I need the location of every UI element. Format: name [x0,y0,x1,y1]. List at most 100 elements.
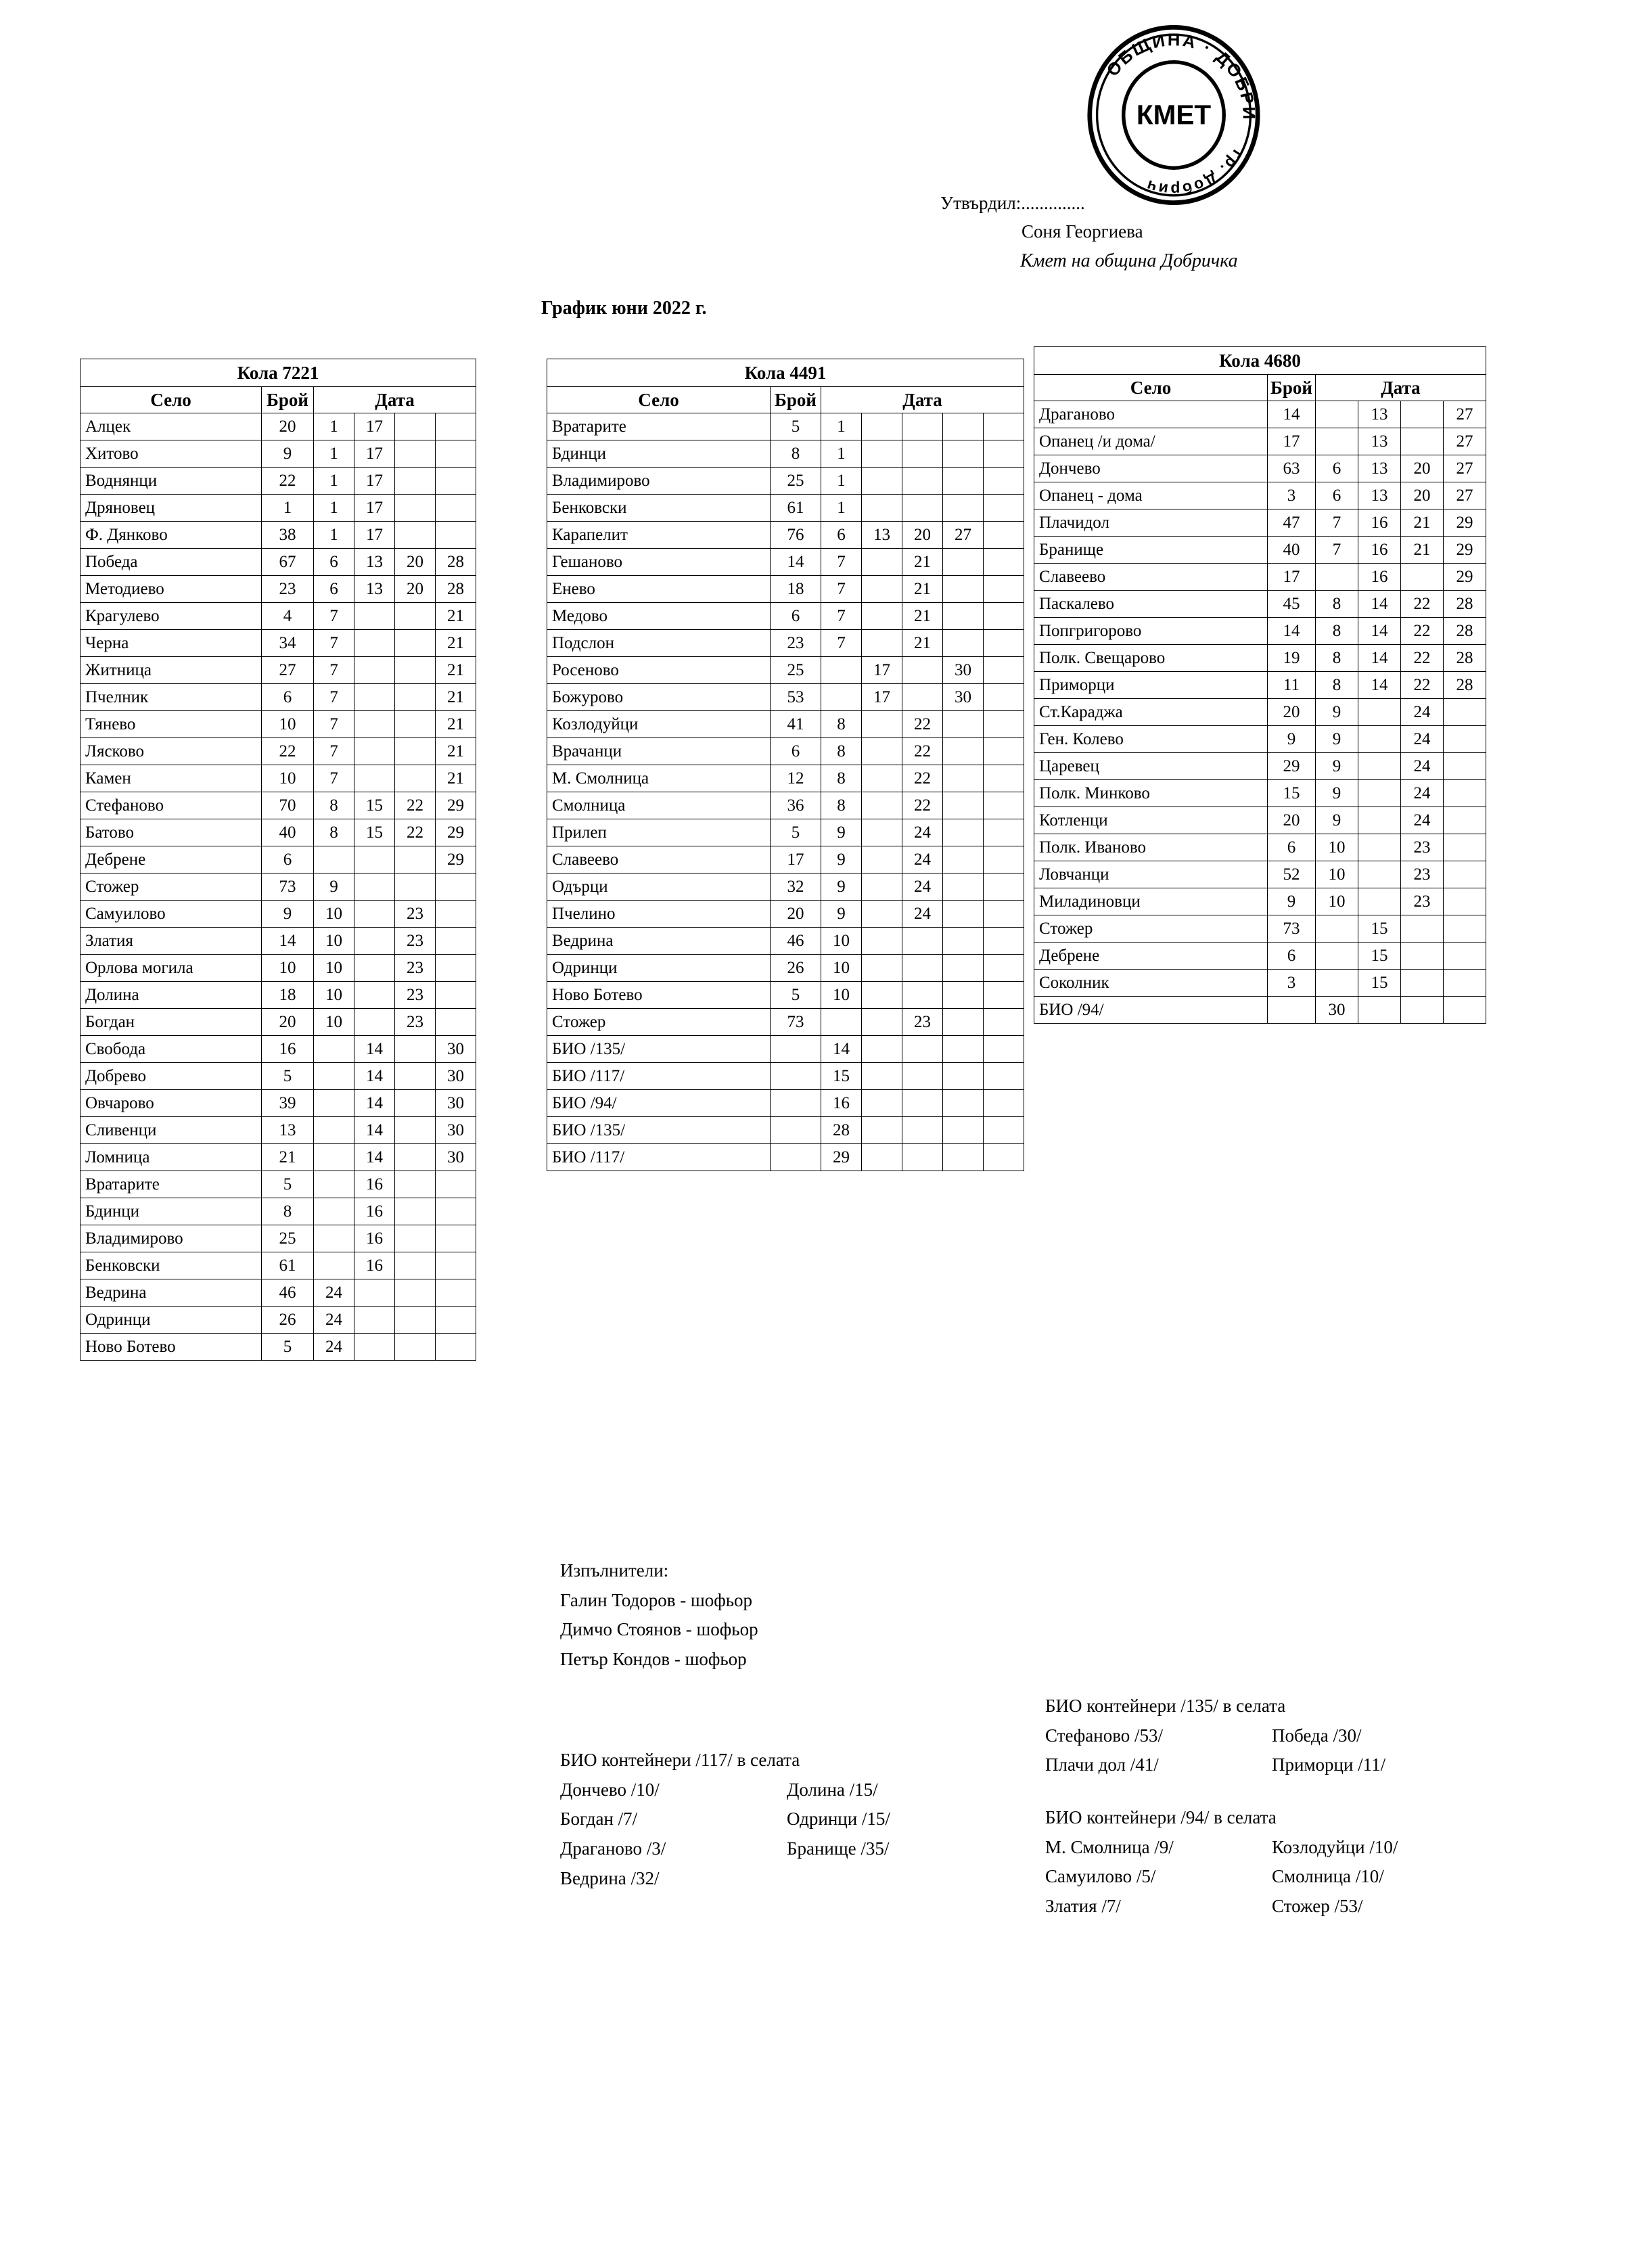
table-row: Котленци 20 9 24 [1034,807,1486,834]
village-count: 9 [261,440,314,468]
date-cell: 20 [902,521,943,549]
table-caption-row: Кола 4680 [1034,346,1486,375]
date-cell [861,413,902,440]
village-name: БИО /94/ [1034,996,1268,1024]
date-cell [942,819,984,846]
date-cell: 16 [354,1225,395,1252]
date-cell: 22 [902,710,943,738]
date-cell: 9 [821,819,862,846]
date-cell: 9 [1314,807,1358,834]
date-cell [861,1143,902,1171]
village-count: 17 [1267,428,1316,455]
village-name: Одърци [547,873,771,901]
date-cell [354,710,395,738]
table-header-row: Село Брой Дата [80,386,476,413]
village-name: Карапелит [547,521,771,549]
date-cell: 17 [354,521,395,549]
date-cell: 17 [354,413,395,440]
bio-117-right-item [787,1864,890,1894]
date-cell: 1 [821,467,862,495]
date-cell [354,927,395,955]
date-cell [902,494,943,522]
table-row: Ген. Колево 9 9 24 [1034,725,1486,753]
village-count: 38 [261,521,314,549]
village-name: Воднянци [80,467,262,495]
date-cell [354,1008,395,1036]
date-cell [313,1143,354,1171]
date-cell: 13 [1357,482,1401,509]
date-cell: 23 [394,954,436,982]
table-row: Методиево 23 6 13 20 28 [80,575,476,603]
date-cell: 27 [942,521,984,549]
date-cell: 10 [313,927,354,955]
village-name: Божурово [547,683,771,711]
date-cell: 21 [435,710,476,738]
date-cell: 7 [313,629,354,657]
date-cell [861,873,902,901]
date-cell: 8 [1314,590,1358,618]
date-cell: 6 [313,548,354,576]
village-count: 10 [261,710,314,738]
date-cell [983,1008,1024,1036]
schedule-table-7221: Кола 7221 Село Брой Дата Алцек 20 1 17 Хитово 9 1 1… [80,359,476,1361]
village-name: Орлова могила [80,954,262,982]
official-stamp-icon: ОБЩИНА · ДОБРИЧ гр. Добрич КМЕТ [1076,9,1272,206]
village-count: 25 [261,1225,314,1252]
date-cell [902,656,943,684]
table-row: Бенковски 61 16 [80,1252,476,1279]
date-cell: 29 [1442,509,1486,537]
date-cell [394,1171,436,1198]
date-cell: 30 [435,1116,476,1144]
date-cell: 28 [435,548,476,576]
date-cell [354,1333,395,1361]
date-cell: 7 [821,629,862,657]
date-cell [861,467,902,495]
village-count [770,1089,821,1117]
village-count: 8 [770,440,821,468]
date-cell: 10 [1314,888,1358,915]
date-cell: 7 [1314,509,1358,537]
date-cell [435,1252,476,1279]
date-cell: 7 [821,602,862,630]
date-cell: 14 [1357,671,1401,699]
date-cell [1400,969,1444,997]
village-count: 5 [770,819,821,846]
village-count: 23 [770,629,821,657]
date-cell: 20 [1400,482,1444,509]
village-count: 52 [1267,861,1316,888]
village-name: Победа [80,548,262,576]
table-row: Златия 14 10 23 [80,927,476,955]
date-cell [313,1225,354,1252]
village-name: Бранище [1034,536,1268,564]
date-cell [354,656,395,684]
date-cell: 24 [1400,752,1444,780]
date-cell [394,602,436,630]
village-name: БИО /135/ [547,1116,771,1144]
table-row: Владимирово 25 16 [80,1225,476,1252]
village-count: 1 [261,494,314,522]
village-count: 10 [261,765,314,792]
date-cell [354,765,395,792]
date-cell [1442,996,1486,1024]
village-name: Ломница [80,1143,262,1171]
village-count: 20 [770,900,821,928]
date-cell [435,413,476,440]
village-count: 27 [261,656,314,684]
village-name: Крагулево [80,602,262,630]
date-cell [1314,915,1358,943]
date-cell [942,765,984,792]
village-name: Самуилово [80,900,262,928]
village-count: 12 [770,765,821,792]
date-cell [435,1198,476,1225]
table-caption-row: Кола 7221 [80,359,476,387]
village-count: 20 [1267,807,1316,834]
village-count: 73 [1267,915,1316,943]
date-cell [902,927,943,955]
table-row: Крагулево 4 7 21 [80,602,476,630]
table-row: Житница 27 7 21 [80,656,476,684]
date-cell [861,629,902,657]
date-cell [902,1062,943,1090]
approval-block: Утвърдил:.............. Соня Георгиева К… [940,189,1414,275]
village-name: Свобода [80,1035,262,1063]
date-cell: 10 [313,900,354,928]
